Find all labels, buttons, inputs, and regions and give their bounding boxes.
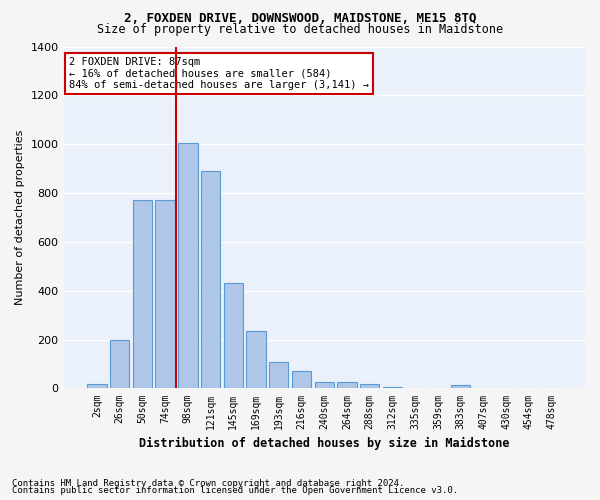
Bar [155,200,175,388]
Bar [110,340,130,388]
Bar [178,143,197,388]
Text: Contains public sector information licensed under the Open Government Licence v3: Contains public sector information licen… [12,486,458,495]
Bar [224,284,243,389]
Bar [337,382,356,388]
Text: 2 FOXDEN DRIVE: 87sqm
← 16% of detached houses are smaller (584)
84% of semi-det: 2 FOXDEN DRIVE: 87sqm ← 16% of detached … [69,57,369,90]
Y-axis label: Number of detached properties: Number of detached properties [15,130,25,305]
Bar [247,331,266,388]
Text: 2, FOXDEN DRIVE, DOWNSWOOD, MAIDSTONE, ME15 8TQ: 2, FOXDEN DRIVE, DOWNSWOOD, MAIDSTONE, M… [124,12,476,26]
Bar [269,362,289,388]
Bar [201,171,220,388]
Text: Size of property relative to detached houses in Maidstone: Size of property relative to detached ho… [97,22,503,36]
Bar [133,200,152,388]
Text: Contains HM Land Registry data © Crown copyright and database right 2024.: Contains HM Land Registry data © Crown c… [12,478,404,488]
Bar [360,384,379,388]
Bar [314,382,334,388]
Bar [383,387,402,388]
X-axis label: Distribution of detached houses by size in Maidstone: Distribution of detached houses by size … [139,437,509,450]
Bar [87,384,107,388]
Bar [451,385,470,388]
Bar [292,372,311,388]
